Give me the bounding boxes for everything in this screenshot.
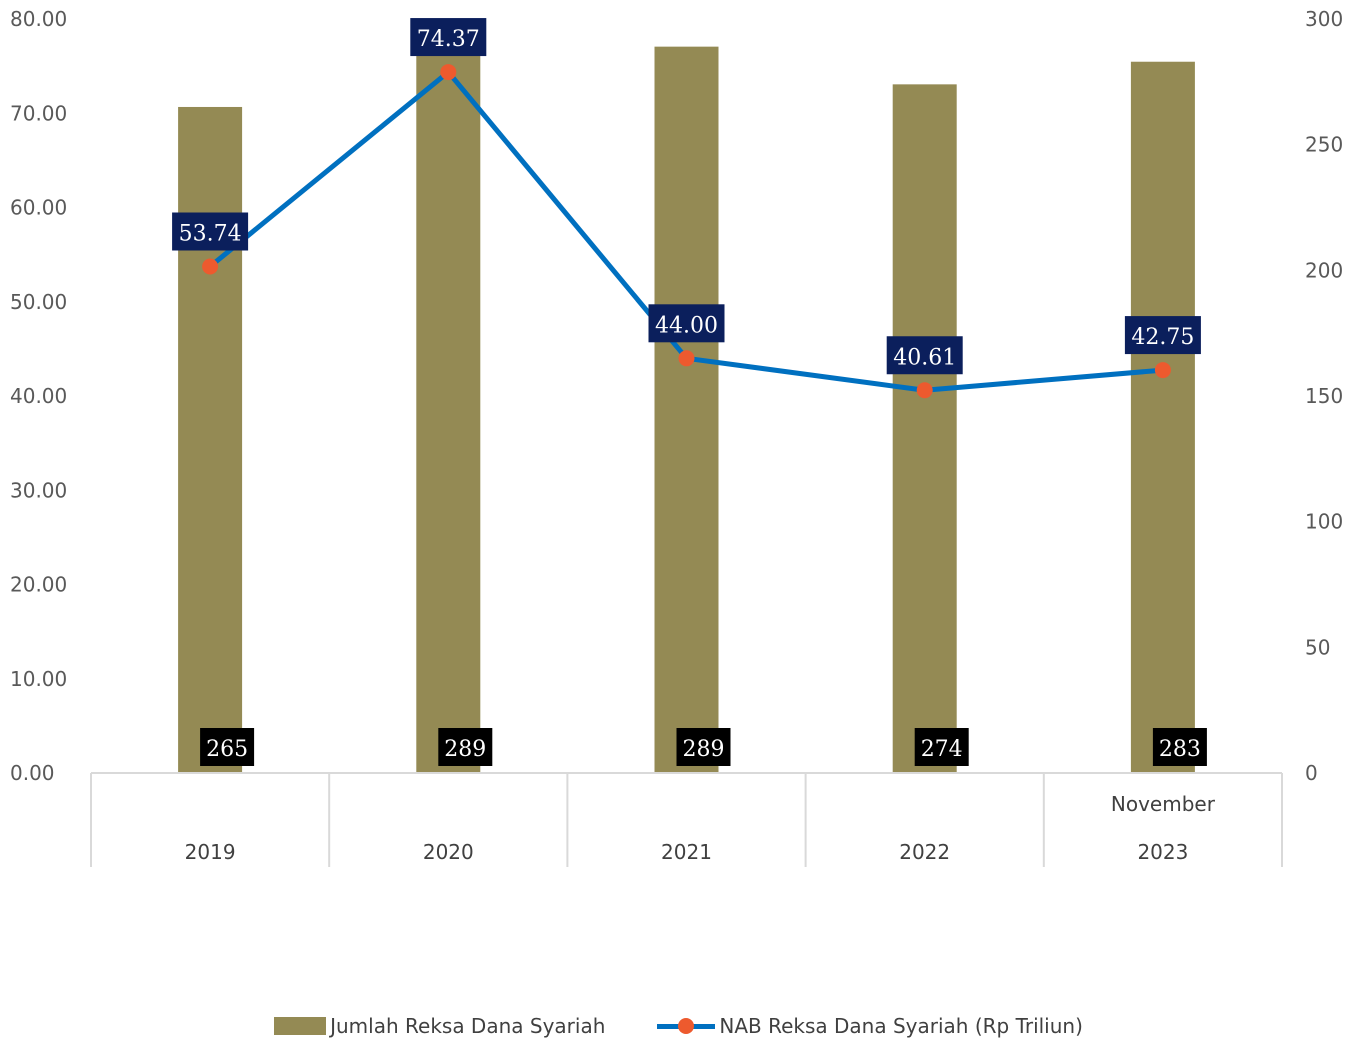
line-point xyxy=(1154,362,1171,379)
left-tick-label: 60.00 xyxy=(10,196,67,220)
left-tick-label: 80.00 xyxy=(10,7,67,31)
bar-label-box xyxy=(1152,728,1207,766)
line-label-box xyxy=(886,336,963,375)
bar-data-label: 289 xyxy=(444,737,486,762)
right-axis-ticks: 0 50 100 150 200 250 300 xyxy=(1305,7,1343,785)
right-tick-label: 250 xyxy=(1305,133,1343,157)
legend-item-bar[interactable]: Jumlah Reksa Dana Syariah xyxy=(274,1014,605,1038)
bar-label-box xyxy=(676,728,731,766)
category-label: 2023 xyxy=(1137,840,1188,864)
line-data-label: 53.74 xyxy=(179,222,242,247)
line-label-box xyxy=(410,18,487,57)
line-data-label: 42.75 xyxy=(1131,325,1194,350)
bar-label-box xyxy=(914,728,969,766)
right-tick-label: 0 xyxy=(1305,761,1318,785)
bar-data-label: 274 xyxy=(921,737,963,762)
right-tick-label: 50 xyxy=(1305,635,1330,659)
bar-label-box xyxy=(200,728,255,766)
category-label: 2020 xyxy=(423,840,474,864)
legend: Jumlah Reksa Dana Syariah NAB Reksa Dana… xyxy=(0,1014,1357,1038)
left-tick-label: 40.00 xyxy=(10,384,67,408)
bar-label-box xyxy=(438,728,493,766)
category-label: 2019 xyxy=(185,840,236,864)
combo-chart: 0.00 10.00 20.00 30.00 40.00 50.00 60.00 70.00 8… xyxy=(10,7,1343,867)
line-data-label: 40.61 xyxy=(893,345,956,370)
bar-data-label: 283 xyxy=(1159,737,1201,762)
legend-bar-label: Jumlah Reksa Dana Syariah xyxy=(330,1014,606,1038)
bar xyxy=(892,84,957,773)
line-marker-swatch-icon xyxy=(657,1015,716,1037)
bar xyxy=(416,46,481,773)
line-series xyxy=(202,64,1171,399)
line-label-box xyxy=(648,304,725,343)
bar-swatch-icon xyxy=(274,1017,327,1035)
bar-data-label: 265 xyxy=(206,737,248,762)
left-tick-label: 0.00 xyxy=(10,761,55,785)
line-point xyxy=(916,382,933,399)
line-data-labels: 53.74 74.37 44.00 40.61 42.75 xyxy=(172,18,1201,375)
bar xyxy=(178,106,243,773)
bar xyxy=(1130,61,1195,773)
left-tick-label: 70.00 xyxy=(10,101,67,125)
legend-line-label: NAB Reksa Dana Syariah (Rp Triliun) xyxy=(719,1014,1083,1038)
legend-item-line[interactable]: NAB Reksa Dana Syariah (Rp Triliun) xyxy=(657,1014,1083,1038)
category-label: 2022 xyxy=(899,840,950,864)
bar-series xyxy=(178,46,1195,773)
right-tick-label: 300 xyxy=(1305,7,1343,31)
left-tick-label: 30.00 xyxy=(10,478,67,502)
right-tick-label: 200 xyxy=(1305,258,1343,282)
left-tick-label: 50.00 xyxy=(10,290,67,314)
category-top-label: November xyxy=(1111,792,1216,816)
line-point xyxy=(202,258,219,275)
line-data-label: 44.00 xyxy=(655,313,718,338)
category-label: 2021 xyxy=(661,840,712,864)
right-tick-label: 100 xyxy=(1305,510,1343,534)
left-tick-label: 20.00 xyxy=(10,573,67,597)
bar xyxy=(654,46,719,773)
line-point xyxy=(440,64,457,81)
left-axis-ticks: 0.00 10.00 20.00 30.00 40.00 50.00 60.00 70.00 8… xyxy=(10,7,67,785)
line-point xyxy=(678,350,695,367)
bar-data-label: 289 xyxy=(683,737,725,762)
category-axis: 2019 2020 2021 2022 2023 November xyxy=(90,772,1283,867)
line-data-label: 74.37 xyxy=(417,27,480,52)
line-label-box xyxy=(172,212,249,251)
line-label-box xyxy=(1124,316,1201,355)
bar-data-labels: 265 289 289 274 283 xyxy=(200,728,1207,766)
right-tick-label: 150 xyxy=(1305,384,1343,408)
left-tick-label: 10.00 xyxy=(10,667,67,691)
